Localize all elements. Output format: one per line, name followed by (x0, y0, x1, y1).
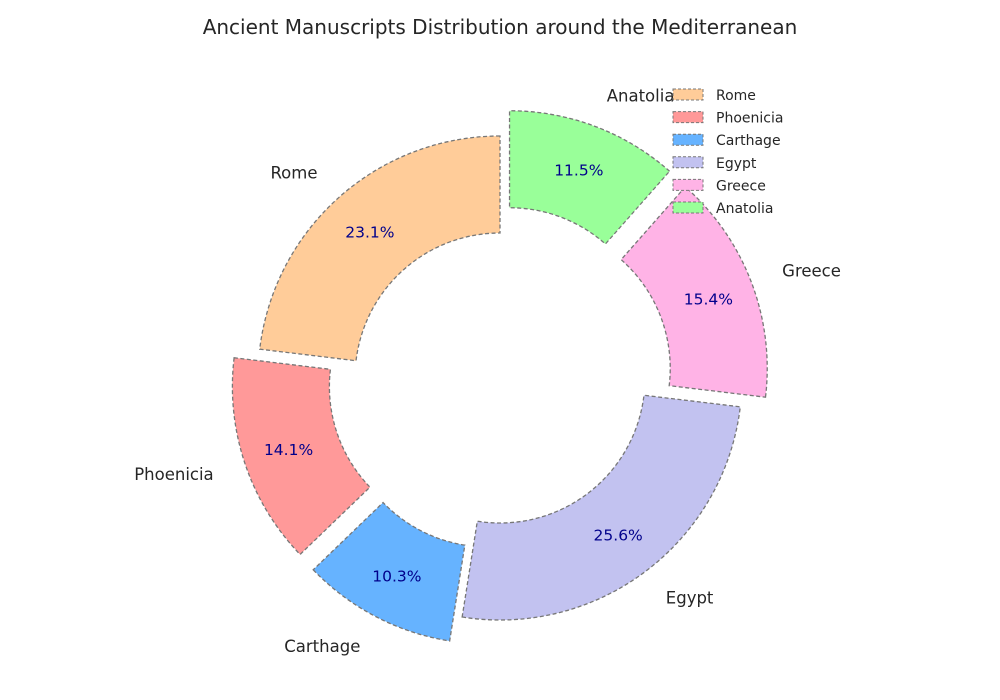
wedge-egypt (461, 394, 742, 621)
legend-swatch-anatolia (672, 201, 704, 214)
legend-label-egypt: Egypt (716, 156, 757, 172)
legend-swatch-greece (672, 178, 704, 191)
legend-swatch-carthage (672, 133, 704, 146)
legend-label-greece: Greece (716, 178, 766, 194)
legend-swatch-phoenicia (672, 111, 704, 124)
slice-label-phoenicia: Phoenicia (134, 465, 213, 484)
slice-label-rome: Rome (270, 163, 317, 182)
percent-label-carthage: 10.3% (372, 568, 421, 586)
wedges (231, 110, 768, 642)
wedge-phoenicia (231, 357, 371, 556)
slice-label-egypt: Egypt (666, 588, 714, 607)
chart-title: Ancient Manuscripts Distribution around … (203, 15, 798, 39)
legend-label-phoenicia: Phoenicia (716, 111, 783, 127)
wedge-rome (258, 135, 501, 362)
slice-label-anatolia: Anatolia (607, 86, 675, 105)
percent-label-rome: 23.1% (345, 223, 394, 241)
legend-label-anatolia: Anatolia (716, 201, 773, 217)
legend-label-rome: Rome (716, 88, 756, 104)
percent-label-greece: 15.4% (684, 291, 733, 309)
percent-label-phoenicia: 14.1% (264, 441, 313, 459)
wedge-carthage (312, 501, 466, 642)
slice-label-greece: Greece (782, 261, 841, 280)
percent-labels: 23.1% 14.1% 10.3% 25.6% 15.4% 11.5% (264, 161, 733, 585)
percent-label-egypt: 25.6% (594, 526, 643, 544)
legend-label-carthage: Carthage (716, 133, 781, 149)
percent-label-anatolia: 11.5% (554, 161, 603, 179)
wedge-greece (620, 185, 768, 398)
legend-swatch-rome (672, 88, 704, 101)
slice-label-carthage: Carthage (284, 637, 360, 656)
slice-labels: Rome Phoenicia Carthage Egypt Greece Anatolia (134, 86, 841, 655)
legend-swatch-egypt (672, 156, 704, 169)
legend: Rome Phoenicia Carthage Egypt Greece Anatolia (672, 88, 783, 217)
wedge-anatolia (508, 110, 671, 245)
